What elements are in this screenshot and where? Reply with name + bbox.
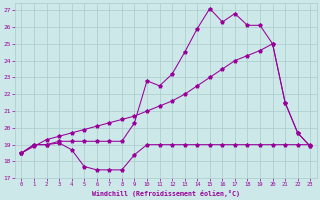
X-axis label: Windchill (Refroidissement éolien,°C): Windchill (Refroidissement éolien,°C): [92, 190, 240, 197]
